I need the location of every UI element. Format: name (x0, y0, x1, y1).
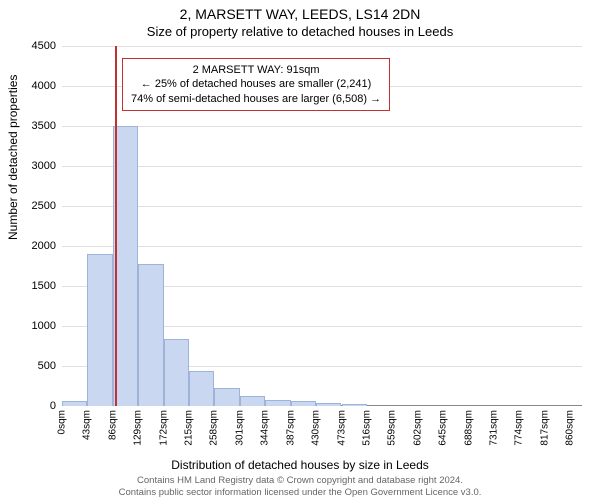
x-tick-label: 860sqm (565, 410, 576, 446)
histogram-bar (240, 396, 265, 406)
grid-line (62, 166, 582, 167)
y-tick-label: 4000 (32, 80, 62, 92)
x-tick-label: 0sqm (57, 410, 68, 434)
x-tick-label: 43sqm (82, 410, 93, 440)
x-tick-label: 430sqm (311, 410, 322, 446)
histogram-bar (265, 400, 290, 406)
footer-line1: Contains HM Land Registry data © Crown c… (0, 475, 600, 486)
histogram-bar (138, 264, 163, 406)
y-tick-label: 500 (38, 360, 62, 372)
histogram-bar (87, 254, 112, 406)
chart-title: 2, MARSETT WAY, LEEDS, LS14 2DN (0, 0, 600, 22)
y-tick-label: 2500 (32, 200, 62, 212)
footer-line2: Contains public sector information licen… (0, 487, 600, 498)
x-tick-label: 559sqm (387, 410, 398, 446)
y-tick-label: 1000 (32, 320, 62, 332)
plot-area: 0500100015002000250030003500400045000sqm… (62, 46, 582, 406)
x-tick-label: 344sqm (260, 410, 271, 446)
x-tick-label: 129sqm (133, 410, 144, 446)
histogram-bar (214, 388, 239, 406)
grid-line (62, 246, 582, 247)
histogram-bar (189, 371, 214, 406)
x-tick-label: 645sqm (438, 410, 449, 446)
x-tick-label: 215sqm (184, 410, 195, 446)
x-tick-label: 172sqm (158, 410, 169, 446)
x-tick-label: 774sqm (514, 410, 525, 446)
x-axis-label: Distribution of detached houses by size … (0, 458, 600, 472)
y-tick-label: 3000 (32, 160, 62, 172)
x-tick-label: 688sqm (463, 410, 474, 446)
annotation-line: 2 MARSETT WAY: 91sqm (131, 63, 381, 77)
y-tick-label: 1500 (32, 280, 62, 292)
x-tick-label: 258sqm (209, 410, 220, 446)
y-tick-label: 2000 (32, 240, 62, 252)
x-tick-label: 473sqm (336, 410, 347, 446)
chart-subtitle: Size of property relative to detached ho… (0, 22, 600, 39)
x-tick-label: 387sqm (285, 410, 296, 446)
annotation-box: 2 MARSETT WAY: 91sqm← 25% of detached ho… (122, 58, 390, 111)
y-axis-label: Number of detached properties (6, 75, 20, 240)
x-tick-label: 86sqm (107, 410, 118, 440)
x-tick-label: 817sqm (539, 410, 550, 446)
x-tick-label: 731sqm (488, 410, 499, 446)
chart-container: 2, MARSETT WAY, LEEDS, LS14 2DN Size of … (0, 0, 600, 500)
grid-line (62, 206, 582, 207)
y-tick-label: 4500 (32, 40, 62, 52)
footer-attribution: Contains HM Land Registry data © Crown c… (0, 475, 600, 498)
histogram-bar (342, 404, 367, 406)
grid-line (62, 46, 582, 47)
annotation-line: ← 25% of detached houses are smaller (2,… (131, 77, 381, 91)
histogram-bar (291, 401, 316, 406)
reference-line (115, 46, 117, 406)
annotation-line: 74% of semi-detached houses are larger (… (131, 92, 381, 106)
histogram-bar (62, 401, 87, 406)
x-tick-label: 516sqm (361, 410, 372, 446)
x-tick-label: 602sqm (412, 410, 423, 446)
histogram-bar (164, 339, 189, 406)
y-tick-label: 3500 (32, 120, 62, 132)
x-tick-label: 301sqm (234, 410, 245, 446)
grid-line (62, 126, 582, 127)
histogram-bar (316, 403, 341, 406)
